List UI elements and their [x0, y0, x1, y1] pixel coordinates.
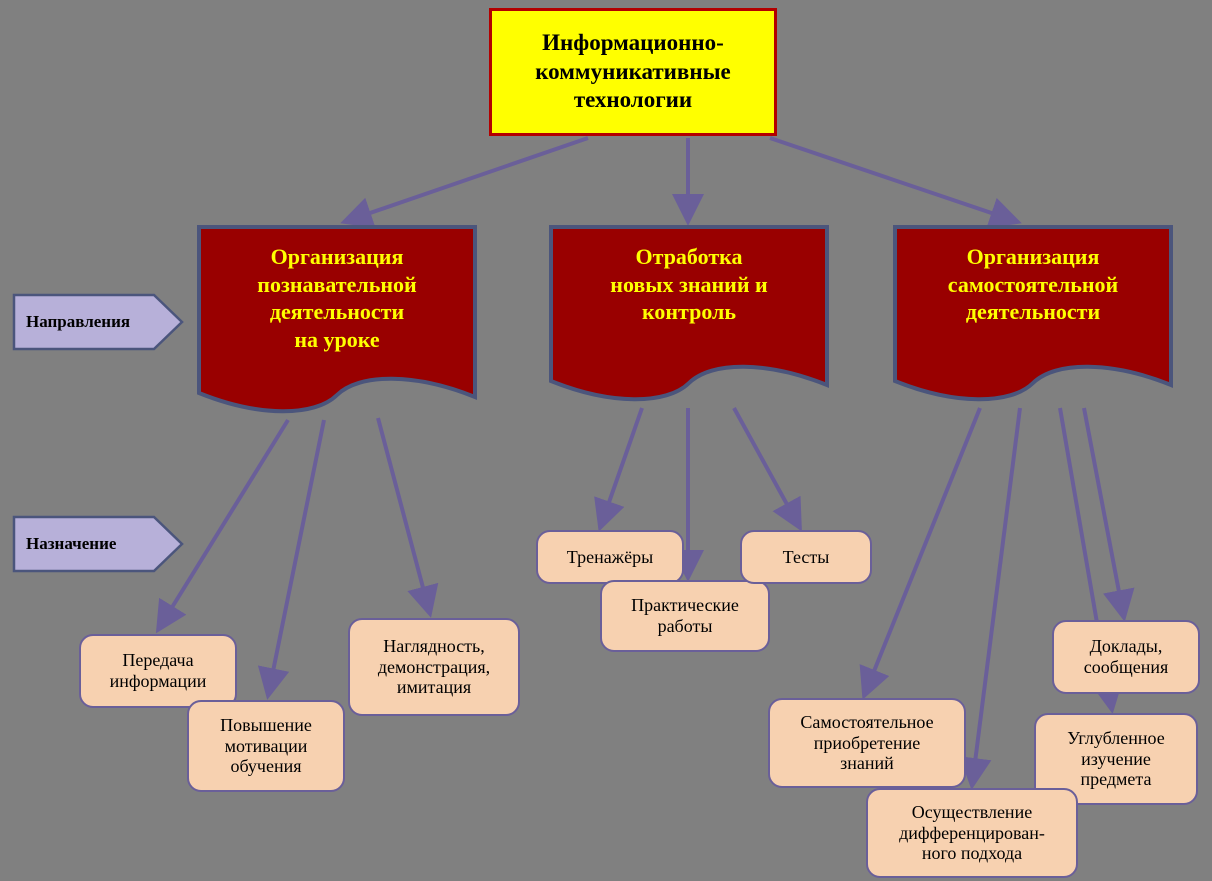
- leaf-label: Повышениемотивацииобучения: [220, 715, 312, 777]
- root-label: Информационно-коммуникативныетехнологии: [535, 29, 731, 115]
- leaf-l1b: Повышениемотивацииобучения: [187, 700, 345, 792]
- flag2: Отработкановых знаний иконтроль: [549, 225, 829, 411]
- side-label-purpose: Назначение: [14, 517, 182, 571]
- side-label-directions: Направления: [14, 295, 182, 349]
- arrow: [864, 408, 980, 696]
- leaf-label: Доклады,сообщения: [1084, 636, 1169, 677]
- arrow: [600, 408, 642, 528]
- arrow: [734, 408, 800, 528]
- flag2-label: Отработкановых знаний иконтроль: [549, 243, 829, 326]
- leaf-l3b: Самостоятельноеприобретениезнаний: [768, 698, 966, 788]
- arrow: [378, 418, 430, 614]
- flag3-label: Организациясамостоятельнойдеятельности: [893, 243, 1173, 326]
- leaf-l1c: Наглядность,демонстрация,имитация: [348, 618, 520, 716]
- leaf-l2c: Тесты: [740, 530, 872, 584]
- leaf-l3d: Осуществлениедифференцирован-ного подход…: [866, 788, 1078, 878]
- arrow: [972, 408, 1020, 786]
- arrow: [770, 138, 1018, 222]
- leaf-label: Практическиеработы: [631, 595, 739, 636]
- leaf-label: Тесты: [783, 547, 830, 568]
- diagram-canvas: Информационно-коммуникативныетехнологии …: [0, 0, 1212, 881]
- leaf-label: Передачаинформации: [110, 650, 207, 691]
- leaf-label: Наглядность,демонстрация,имитация: [378, 636, 490, 698]
- arrow: [344, 138, 588, 222]
- arrow: [268, 420, 324, 696]
- leaf-label: Тренажёры: [567, 547, 653, 568]
- flag3: Организациясамостоятельнойдеятельности: [893, 225, 1173, 411]
- side-label-text: Направления: [26, 312, 130, 332]
- leaf-label: Осуществлениедифференцирован-ного подход…: [899, 802, 1045, 864]
- leaf-l2b: Практическиеработы: [600, 580, 770, 652]
- leaf-l1a: Передачаинформации: [79, 634, 237, 708]
- leaf-l2a: Тренажёры: [536, 530, 684, 584]
- root-node: Информационно-коммуникативныетехнологии: [489, 8, 777, 136]
- leaf-l3a: Доклады,сообщения: [1052, 620, 1200, 694]
- leaf-label: Углубленноеизучениепредмета: [1067, 728, 1165, 790]
- leaf-label: Самостоятельноеприобретениезнаний: [800, 712, 933, 774]
- flag1: Организацияпознавательнойдеятельностина …: [197, 225, 477, 423]
- flag1-label: Организацияпознавательнойдеятельностина …: [197, 243, 477, 353]
- side-label-text: Назначение: [26, 534, 116, 554]
